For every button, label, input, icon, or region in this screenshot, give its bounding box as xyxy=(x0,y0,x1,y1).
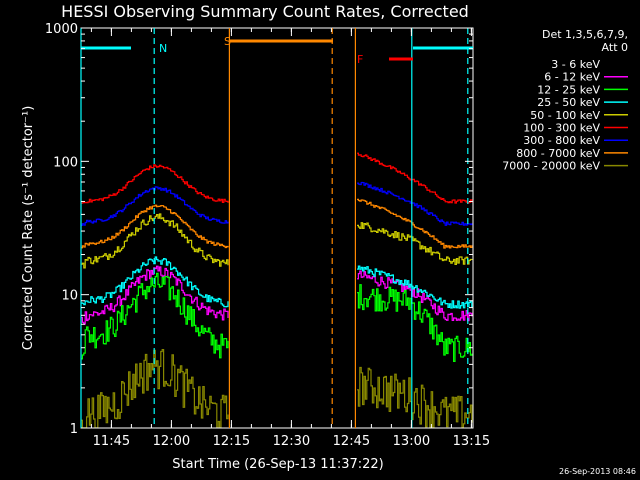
x-tick-label: 12:15 xyxy=(213,434,250,449)
x-axis-label: Start Time (26-Sep-13 11:37:22) xyxy=(172,457,383,472)
legend-header-line-1: Det 1,3,5,6,7,9, xyxy=(542,28,628,41)
flag-label: F xyxy=(357,53,363,66)
legend-label: 7000 - 20000 keV xyxy=(502,160,600,173)
series-line xyxy=(357,270,473,322)
flag-label: S xyxy=(224,35,231,48)
legend-label: 800 - 7000 keV xyxy=(516,147,600,160)
y-tick-label: 1000 xyxy=(45,22,78,37)
x-tick-label: 11:45 xyxy=(93,434,130,449)
legend-label: 6 - 12 keV xyxy=(544,71,600,84)
series-line xyxy=(357,366,473,429)
chart-title: HESSI Observing Summary Count Rates, Cor… xyxy=(61,2,469,21)
legend-label: 3 - 6 keV xyxy=(551,58,600,71)
legend-header-line-2: Att 0 xyxy=(602,41,628,54)
y-tick-label: 100 xyxy=(53,155,78,170)
legend-label: 12 - 25 keV xyxy=(537,83,600,96)
flag-label: N xyxy=(159,42,167,55)
series-line xyxy=(81,271,229,424)
legend-label: 100 - 300 keV xyxy=(523,122,600,135)
series-line xyxy=(81,256,229,308)
legend-label: 50 - 100 keV xyxy=(530,109,600,122)
x-tick-label: 12:00 xyxy=(153,434,190,449)
series-line xyxy=(81,349,229,429)
series-line xyxy=(81,164,229,204)
x-tick-label: 13:15 xyxy=(453,434,490,449)
y-axis-label: Corrected Count Rate (s⁻¹ detector⁻¹) xyxy=(21,106,36,351)
series-line xyxy=(357,284,473,362)
x-tick-label: 13:00 xyxy=(393,434,430,449)
legend-label: 25 - 50 keV xyxy=(537,96,600,109)
series-line xyxy=(81,272,229,360)
series-line xyxy=(357,198,473,249)
series-line xyxy=(81,213,229,269)
y-tick-label: 1 xyxy=(70,422,78,437)
series-line xyxy=(81,204,229,249)
series-line xyxy=(357,265,473,309)
series-line xyxy=(357,152,473,204)
footer-timestamp: 26-Sep-2013 08:46 xyxy=(559,467,636,476)
y-tick-label: 10 xyxy=(61,289,78,304)
x-tick-label: 12:45 xyxy=(333,434,370,449)
legend-label: 300 - 800 keV xyxy=(523,134,600,147)
series-line xyxy=(357,181,473,226)
plot-area: N S F 1 10 100 1000 11:45 12:00 12:15 12:30 12:45 13… xyxy=(45,22,490,449)
x-tick-label: 12:30 xyxy=(273,434,310,449)
series-line xyxy=(357,222,473,265)
series-line xyxy=(81,265,229,325)
